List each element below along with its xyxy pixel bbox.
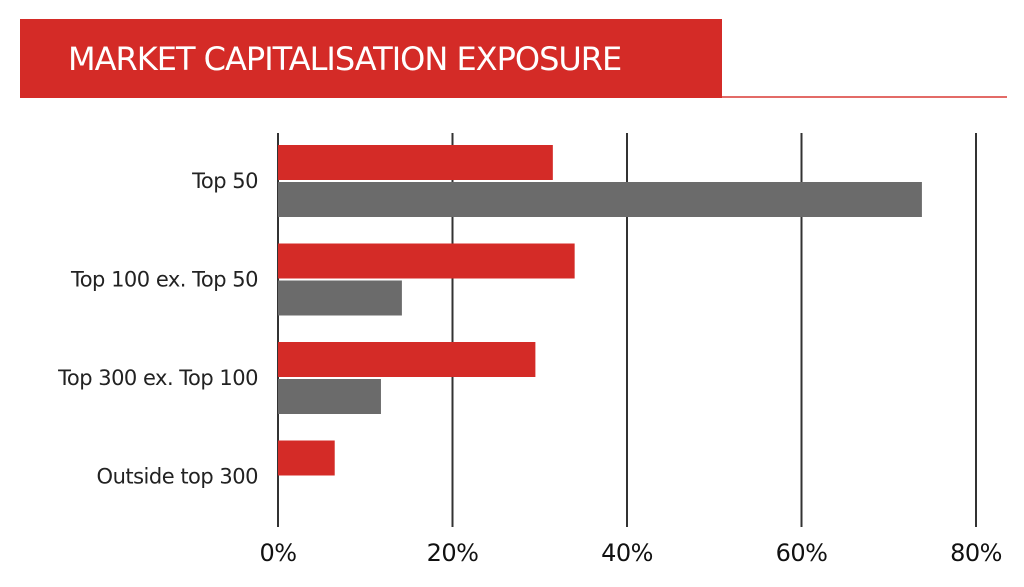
bar-3-series-0 [278, 440, 335, 476]
category-label-0: Top 50 [191, 169, 258, 193]
x-tick-label-0: 0% [259, 539, 296, 567]
title-banner: MARKET CAPITALISATION EXPOSURE [20, 19, 722, 98]
bar-0-series-1 [278, 182, 922, 217]
x-tick-label-4: 80% [950, 539, 1002, 567]
title-underline [722, 96, 1007, 98]
bar-0-series-0 [278, 145, 553, 180]
category-label-1: Top 100 ex. Top 50 [70, 268, 258, 292]
x-tick-label-1: 20% [427, 539, 479, 567]
category-label-2: Top 300 ex. Top 100 [57, 366, 258, 390]
x-tick-label-2: 40% [601, 539, 653, 567]
category-label-3: Outside top 300 [97, 465, 258, 489]
x-tick-label-3: 60% [776, 539, 828, 567]
bar-2-series-1 [278, 379, 381, 414]
bar-2-series-0 [278, 342, 536, 377]
bar-1-series-0 [278, 243, 575, 279]
chart-title: MARKET CAPITALISATION EXPOSURE [68, 39, 622, 78]
bar-1-series-1 [278, 280, 402, 316]
